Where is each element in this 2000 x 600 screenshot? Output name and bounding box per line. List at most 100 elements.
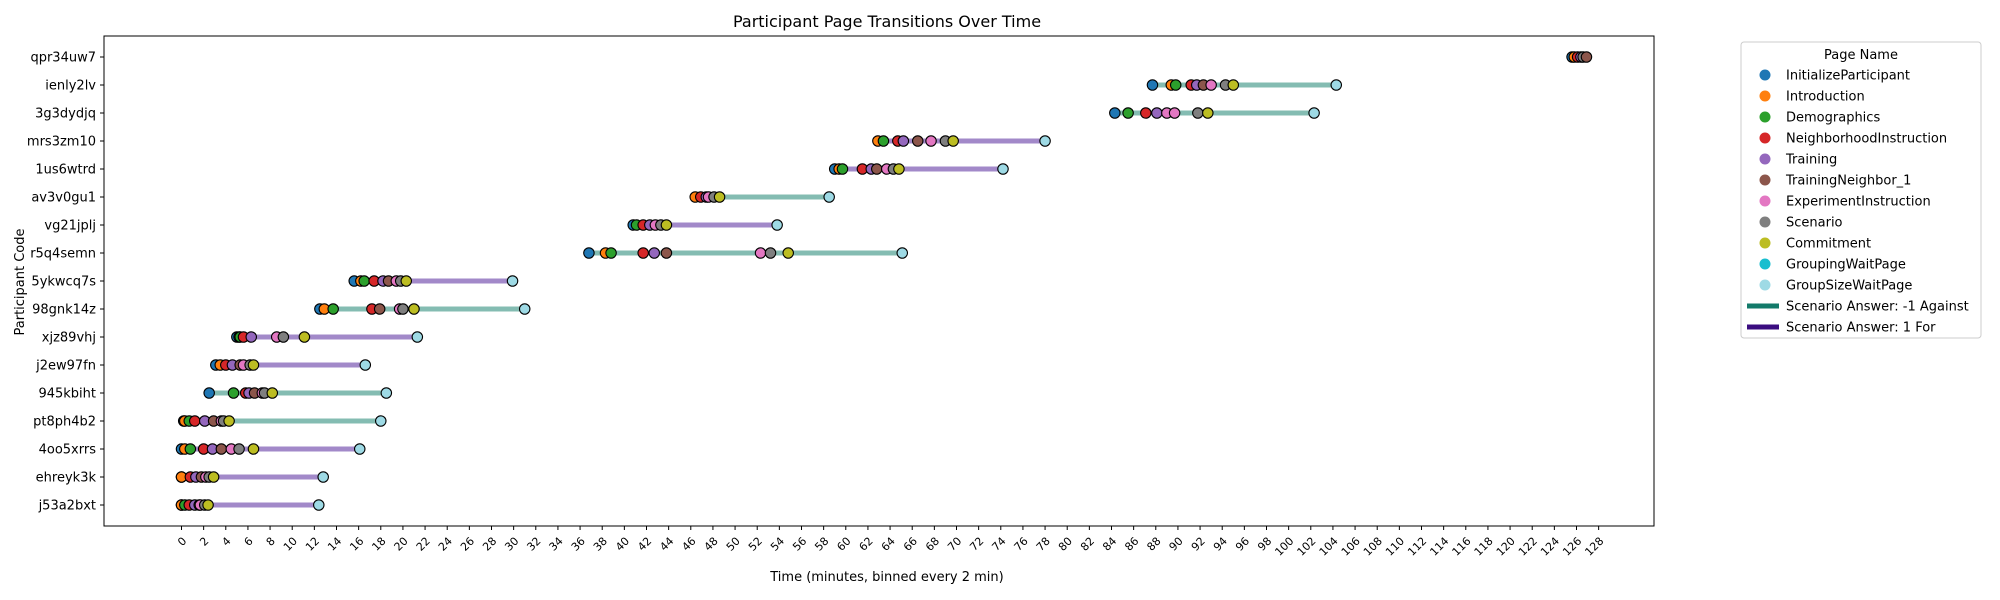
x-tick-label: 52	[746, 535, 765, 554]
page-marker	[648, 247, 660, 259]
y-tick-label: 3g3dydjq	[35, 107, 96, 122]
x-tick-label: 0	[175, 535, 189, 549]
page-marker	[359, 359, 372, 371]
x-tick-label: 88	[1144, 535, 1163, 554]
legend-label: GroupingWaitPage	[1786, 258, 1906, 273]
y-tick-label: qpr34uw7	[30, 51, 96, 66]
page-marker	[266, 387, 279, 399]
page-marker	[373, 303, 386, 315]
x-tick-label: 126	[1560, 535, 1584, 559]
y-tick-label: mrs3zm10	[27, 135, 96, 150]
page-marker	[1192, 107, 1204, 119]
y-tick-label: xjz89vhj	[42, 331, 96, 346]
page-marker	[247, 443, 260, 455]
x-tick-label: 100	[1272, 535, 1296, 559]
x-tick-label: 20	[392, 535, 411, 554]
page-marker	[1202, 107, 1214, 119]
page-marker	[1146, 79, 1159, 91]
legend-marker	[1759, 111, 1771, 123]
x-tick-label: 18	[369, 535, 388, 554]
y-tick-label: ehreyk3k	[36, 471, 97, 486]
page-marker	[400, 275, 412, 287]
x-axis: 0 2 4 6 8 10 12 14 16 18 20 22 24 26 28 30 32 34 36 38 40 42 4…	[175, 526, 1606, 559]
x-tick-label: 56	[790, 535, 809, 554]
y-tick-label: 1us6wtrd	[35, 163, 96, 178]
page-marker	[223, 415, 235, 427]
page-marker	[1140, 107, 1152, 119]
x-tick-label: 76	[1012, 535, 1031, 554]
page-marker	[408, 303, 420, 315]
x-tick-label: 28	[480, 535, 499, 554]
page-marker	[1109, 107, 1121, 119]
page-marker	[1308, 107, 1320, 119]
x-tick-label: 58	[812, 535, 831, 554]
legend-label: NeighborhoodInstruction	[1786, 132, 1947, 147]
page-marker	[660, 219, 673, 231]
x-tick-label: 30	[502, 535, 521, 554]
x-tick-label: 44	[657, 535, 676, 554]
y-tick-label: 98gnk14z	[32, 303, 96, 318]
page-marker	[1205, 79, 1217, 91]
page-marker	[1580, 51, 1593, 63]
x-tick-label: 104	[1317, 535, 1341, 559]
page-marker	[764, 247, 777, 259]
page-marker	[202, 499, 214, 511]
page-marker	[506, 275, 519, 287]
legend-label: Training	[1785, 153, 1837, 168]
page-marker	[823, 191, 835, 203]
y-tick-label: r5q4semn	[30, 247, 96, 262]
x-tick-label: 24	[436, 535, 455, 554]
page-marker	[637, 247, 649, 259]
x-tick-label: 102	[1295, 535, 1319, 559]
page-marker	[893, 163, 905, 175]
page-marker	[896, 247, 908, 259]
x-tick-label: 36	[569, 535, 588, 554]
legend: Page Name InitializeParticipant Introduct…	[1740, 41, 1982, 339]
legend-marker	[1759, 90, 1771, 102]
x-tick-label: 70	[945, 535, 964, 554]
page-marker	[660, 247, 673, 259]
legend-frame	[1740, 41, 1982, 339]
x-tick-label: 14	[325, 535, 344, 554]
page-marker	[298, 331, 311, 343]
y-tick-label: ienly2lv	[45, 79, 96, 94]
x-tick-label: 50	[724, 535, 743, 554]
x-tick-label: 124	[1538, 535, 1562, 559]
x-tick-label: 62	[857, 535, 876, 554]
page-marker	[247, 359, 260, 371]
plot-area	[103, 35, 1655, 527]
legend-label: TrainingNeighbor_1	[1785, 174, 1911, 189]
x-tick-label: 122	[1516, 535, 1540, 559]
legend-marker	[1759, 132, 1771, 144]
x-tick-label: 90	[1167, 535, 1186, 554]
page-marker	[1039, 135, 1051, 147]
x-tick-label: 42	[635, 535, 654, 554]
x-tick-label: 106	[1339, 535, 1363, 559]
page-marker	[897, 135, 910, 147]
x-tick-label: 38	[591, 535, 610, 554]
legend-label: ExperimentInstruction	[1786, 195, 1931, 210]
page-marker	[380, 387, 393, 399]
page-marker	[782, 247, 794, 259]
x-tick-label: 60	[834, 535, 853, 554]
page-marker	[277, 331, 290, 343]
page-marker	[1169, 79, 1182, 91]
x-tick-label: 110	[1383, 535, 1407, 559]
x-tick-label: 116	[1450, 535, 1474, 559]
x-tick-label: 128	[1582, 535, 1606, 559]
legend-marker	[1759, 279, 1771, 291]
chart-title: Participant Page Transitions Over Time	[733, 12, 1041, 31]
y-axis: j53a2bxt ehreyk3k 4oo5xrrs pt8ph4b2 945kbiht…	[27, 51, 104, 514]
page-marker	[583, 247, 595, 259]
x-tick-label: 40	[613, 535, 632, 554]
x-tick-label: 84	[1100, 535, 1119, 554]
x-tick-label: 12	[303, 535, 322, 554]
x-tick-label: 80	[1056, 535, 1075, 554]
legend-marker	[1759, 237, 1771, 249]
x-tick-label: 2	[197, 535, 211, 549]
y-tick-label: vg21jplj	[44, 219, 96, 234]
y-axis-label: Participant Code	[13, 228, 28, 335]
series-markers	[175, 51, 1593, 511]
x-tick-label: 120	[1494, 535, 1518, 559]
x-tick-label: 74	[989, 535, 1008, 554]
